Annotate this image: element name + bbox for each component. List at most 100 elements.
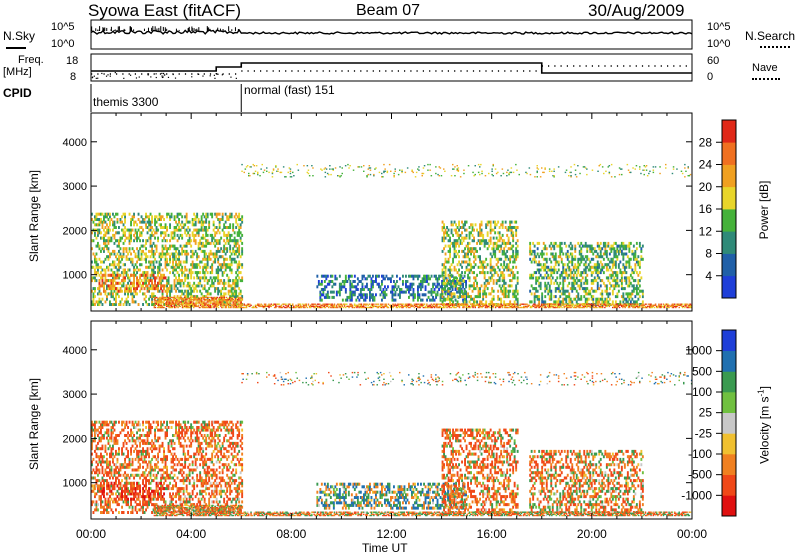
power-panel-echo-cell [606, 250, 608, 253]
power-panel-echo-cell [547, 282, 549, 285]
power-panel-echo-cell [600, 242, 602, 245]
power-panel-echo-cell [464, 223, 466, 226]
freq-scatter-dot [150, 76, 151, 77]
power-panel-echo-cell [115, 295, 117, 298]
power-panel-echo-cell [380, 285, 382, 288]
power-panel-echo-cell [205, 231, 207, 234]
power-panel-echo-cell [339, 291, 341, 294]
power-panel-echo-cell [637, 287, 639, 290]
power-panel-echo-cell [141, 231, 143, 234]
power-panel-echo-cell [573, 269, 575, 272]
power-panel-echo-cell [354, 293, 356, 296]
power-panel-echo-cell [517, 255, 519, 258]
power-panel-echo-cell [452, 300, 454, 303]
power-panel-echo-cell [226, 250, 228, 253]
power-panel-echo-cell [445, 276, 447, 279]
power-panel-echo-cell [201, 226, 203, 229]
power-panel-echo-cell [386, 275, 388, 278]
power-panel-echo-cell [514, 276, 516, 279]
power-panel-echo-cell [485, 239, 487, 242]
power-panel-echo-cell [622, 300, 624, 303]
power-panel-echo-cell [147, 290, 149, 293]
power-panel-echo-cell [123, 242, 125, 245]
power-panel-echo-cell [616, 276, 618, 279]
power-panel-echo-cell [241, 242, 243, 245]
power-panel-echo-cell [451, 269, 453, 272]
power-panel-echo-cell [189, 229, 191, 232]
power-panel-echo-cell [141, 274, 143, 277]
power-panel-echo-cell [120, 303, 122, 306]
power-panel-echo-cell [429, 277, 431, 280]
power-panel-echo-cell [241, 253, 243, 256]
power-panel-echo-cell [493, 282, 495, 285]
power-panel-echo-cell [121, 258, 123, 261]
power-panel-echo-cell [183, 284, 185, 287]
power-panel-echo-cell [574, 287, 576, 290]
power-panel-echo-cell [576, 300, 578, 303]
power-panel-echo-cell [105, 258, 107, 261]
power-panel-echo-cell [186, 245, 188, 248]
power-panel-echo-cell [490, 231, 492, 234]
power-panel-echo-cell [505, 292, 507, 295]
power-panel-echo-cell [187, 276, 189, 279]
power-panel-echo-cell [129, 213, 131, 216]
power-panel-echo-cell [467, 292, 469, 295]
power-panel-echo-cell [609, 266, 611, 269]
power-panel-echo-cell [609, 292, 611, 295]
power-panel-echo-cell [374, 296, 376, 299]
power-panel-echo-cell [515, 266, 517, 269]
power-panel-echo-cell [205, 276, 207, 279]
power-panel-echo-cell [443, 223, 445, 226]
power-panel-echo-cell [175, 255, 177, 258]
power-panel-echo-cell [136, 292, 138, 295]
power-panel-echo-cell [106, 223, 108, 226]
power-panel-echo-cell [437, 280, 439, 283]
power-panel-echo-cell [219, 213, 221, 216]
power-panel-echo-cell [479, 226, 481, 229]
power-panel-echo-cell [235, 218, 237, 221]
power-panel-echo-cell [515, 247, 517, 250]
power-panel-echo-cell [181, 274, 183, 277]
power-panel-echo-cell [484, 274, 486, 277]
power-panel-echo-cell [186, 255, 188, 258]
power-panel-echo-cell [321, 280, 323, 283]
power-panel-echo-cell [494, 250, 496, 253]
power-panel-echo-cell [105, 242, 107, 245]
power-panel-echo-cell [517, 282, 519, 285]
power-panel-echo-cell [220, 269, 222, 272]
power-panel-echo-cell [103, 237, 105, 240]
power-panel-echo-cell [225, 242, 227, 245]
power-panel-echo-cell [256, 307, 258, 308]
power-panel-echo-cell [238, 253, 240, 256]
power-panel-echo-cell [195, 250, 197, 253]
power-panel-echo-cell [168, 234, 170, 237]
power-panel-echo-cell [109, 229, 111, 232]
power-panel-echo-cell [163, 284, 165, 287]
power-panel-echo-cell [181, 269, 183, 272]
power-panel-echo-cell [237, 274, 239, 277]
power-panel-echo-cell [223, 284, 225, 287]
power-panel-echo-cell [135, 263, 137, 266]
freq-scatter-dot [214, 75, 215, 76]
power-panel-echo-cell [580, 261, 582, 264]
power-panel-echo-cell [126, 287, 128, 290]
power-panel-echo-cell [592, 258, 594, 261]
power-panel-echo-cell [238, 213, 240, 216]
power-panel-echo-cell [216, 231, 218, 234]
power-panel-echo-cell [508, 295, 510, 298]
power-panel-echo-cell [349, 288, 351, 291]
power-panel-echo-cell [223, 279, 225, 282]
power-panel-echo-cell [485, 284, 487, 287]
power-panel-echo-cell [93, 221, 95, 224]
power-panel-echo-cell [100, 231, 102, 234]
power-panel-echo-cell [169, 226, 171, 229]
power-panel-echo-cell [541, 255, 543, 258]
power-panel-echo-cell [109, 300, 111, 303]
power-panel-echo-cell [621, 276, 623, 279]
power-panel-echo-cell [630, 258, 632, 261]
power-panel-echo-cell [401, 288, 403, 291]
power-panel-echo-cell [469, 287, 471, 290]
power-panel-echo-cell [470, 295, 472, 298]
power-panel-echo-cell [428, 283, 430, 286]
power-panel-echo-cell [500, 247, 502, 250]
